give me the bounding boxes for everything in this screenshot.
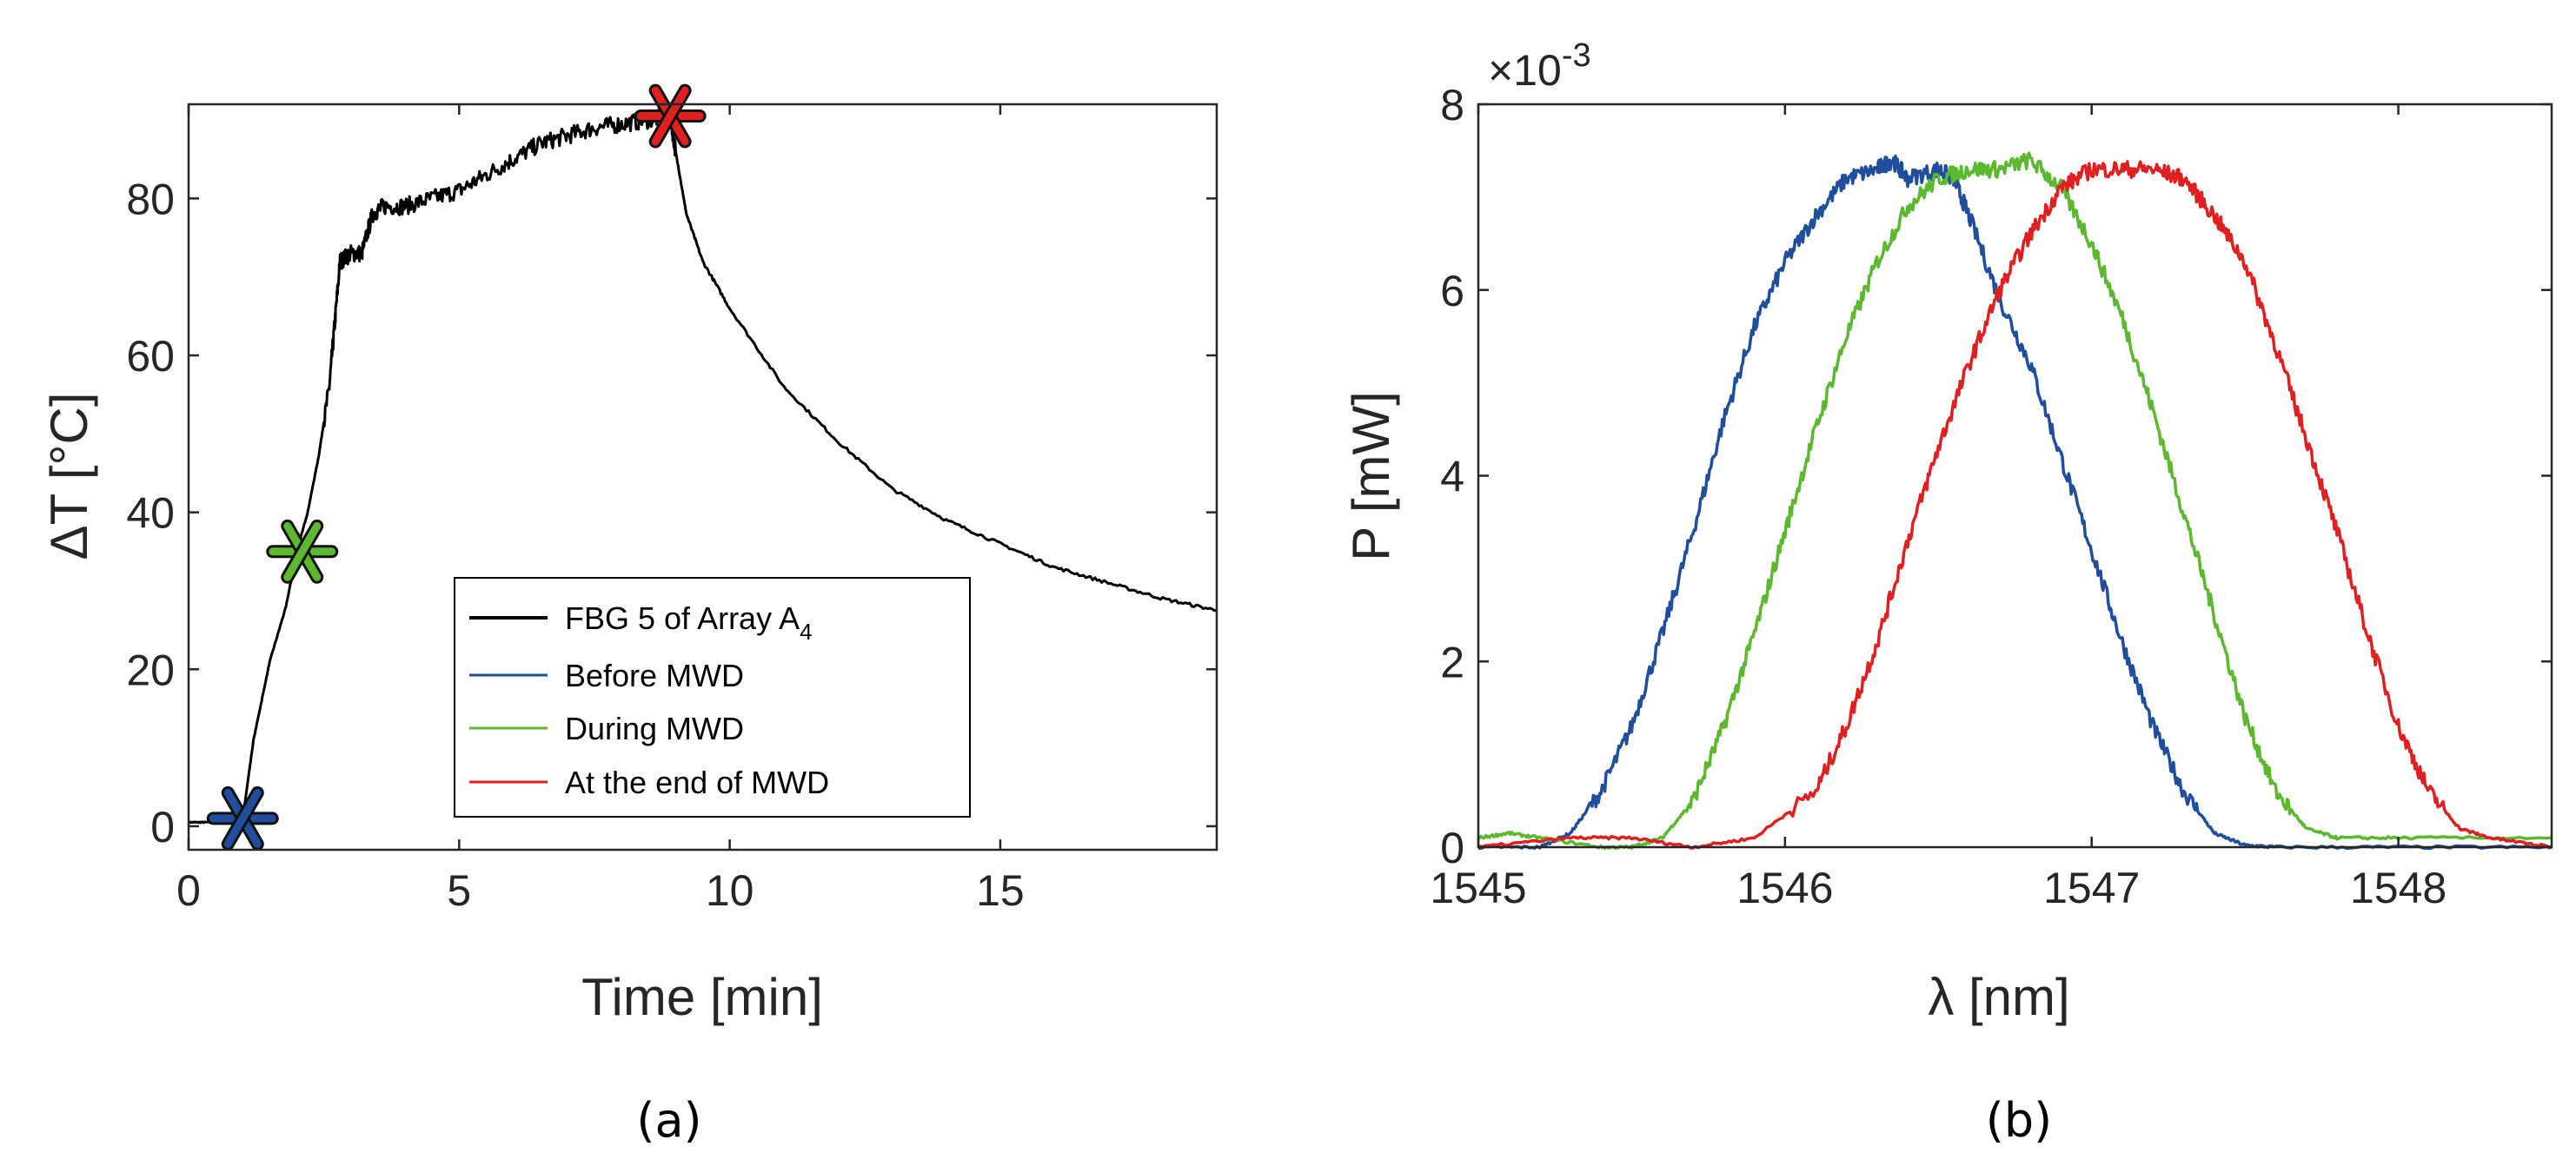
- legend-label-fbg-text: FBG 5 of Array A: [565, 600, 800, 636]
- panel-b-y-scale-exponent: -3: [1562, 37, 1591, 74]
- panel-b-caption: (b): [1986, 1093, 2052, 1148]
- x-tick-label: 1546: [1736, 864, 1833, 912]
- y-tick-label: 40: [126, 489, 175, 538]
- panel-a-x-ticks: 0 5 10 15: [176, 104, 1025, 915]
- panel-b-x-axis-label: λ [nm]: [1928, 968, 2069, 1026]
- y-tick-label: 0: [1440, 824, 1464, 872]
- panel-a-caption: (a): [636, 1093, 701, 1148]
- panel-b-y-axis-label: P [mW]: [1342, 391, 1400, 561]
- y-tick-label: 2: [1440, 638, 1464, 686]
- marker-at-the-end-of-mwd: [634, 83, 707, 149]
- panel-b-x-ticks: 1545 1546 1547 1548: [1430, 104, 2447, 912]
- panel-b-y-ticks: 0 2 4 6 8: [1440, 81, 2552, 872]
- series-line-fbg-5-of-array-a4: [187, 107, 1218, 825]
- series-line-during-mwd: [1477, 151, 2553, 851]
- panel-a-y-axis-label: ΔT [°C]: [40, 393, 98, 560]
- legend-label-fbg: FBG 5 of Array A4: [565, 600, 813, 645]
- panel-b-y-scale-base: ×10: [1488, 46, 1562, 95]
- marker-before-mwd: [206, 785, 279, 851]
- series-line-at-the-end-of-mwd: [1477, 160, 2553, 850]
- y-tick-label: 20: [126, 646, 175, 694]
- legend-label-before: Before MWD: [565, 658, 744, 693]
- x-tick-label: 5: [447, 866, 471, 915]
- panel-a-series-group: [187, 107, 1218, 825]
- x-tick-label: 1548: [2350, 864, 2447, 912]
- x-tick-label: 1547: [2043, 864, 2140, 912]
- legend-label-during: During MWD: [565, 711, 744, 746]
- panel-a-markers-group: [206, 83, 707, 851]
- y-tick-label: 8: [1440, 81, 1464, 129]
- x-tick-label: 1545: [1430, 864, 1526, 912]
- legend-label-fbg-subscript: 4: [800, 619, 812, 645]
- y-tick-label: 4: [1440, 453, 1464, 501]
- series-line-before-mwd: [1478, 154, 2553, 851]
- y-tick-label: 0: [150, 803, 175, 852]
- panel-a-axes-box: [187, 103, 1218, 852]
- x-tick-label: 0: [176, 866, 201, 915]
- marker-during-mwd: [266, 519, 339, 584]
- y-tick-label: 6: [1440, 267, 1464, 315]
- legend-label-end: At the end of MWD: [565, 765, 829, 800]
- y-tick-label: 80: [126, 175, 175, 223]
- y-tick-label: 60: [126, 332, 175, 381]
- panel-b-chart: 1545 1546 1547 1548 0 2 4 6 8 ×10-3 λ [nm] P [m…: [1342, 37, 2553, 1148]
- panel-b-y-scale-factor: ×10-3: [1488, 37, 1591, 95]
- x-tick-label: 15: [976, 866, 1025, 915]
- x-tick-label: 10: [706, 866, 754, 915]
- panel-a-legend: FBG 5 of Array A4 Before MWD During MWD …: [454, 577, 971, 818]
- panel-a-y-ticks: 0 20 40 60 80: [126, 175, 1217, 852]
- panel-b-series-group: [1477, 151, 2553, 851]
- panel-a-x-axis-label: Time [min]: [581, 968, 823, 1026]
